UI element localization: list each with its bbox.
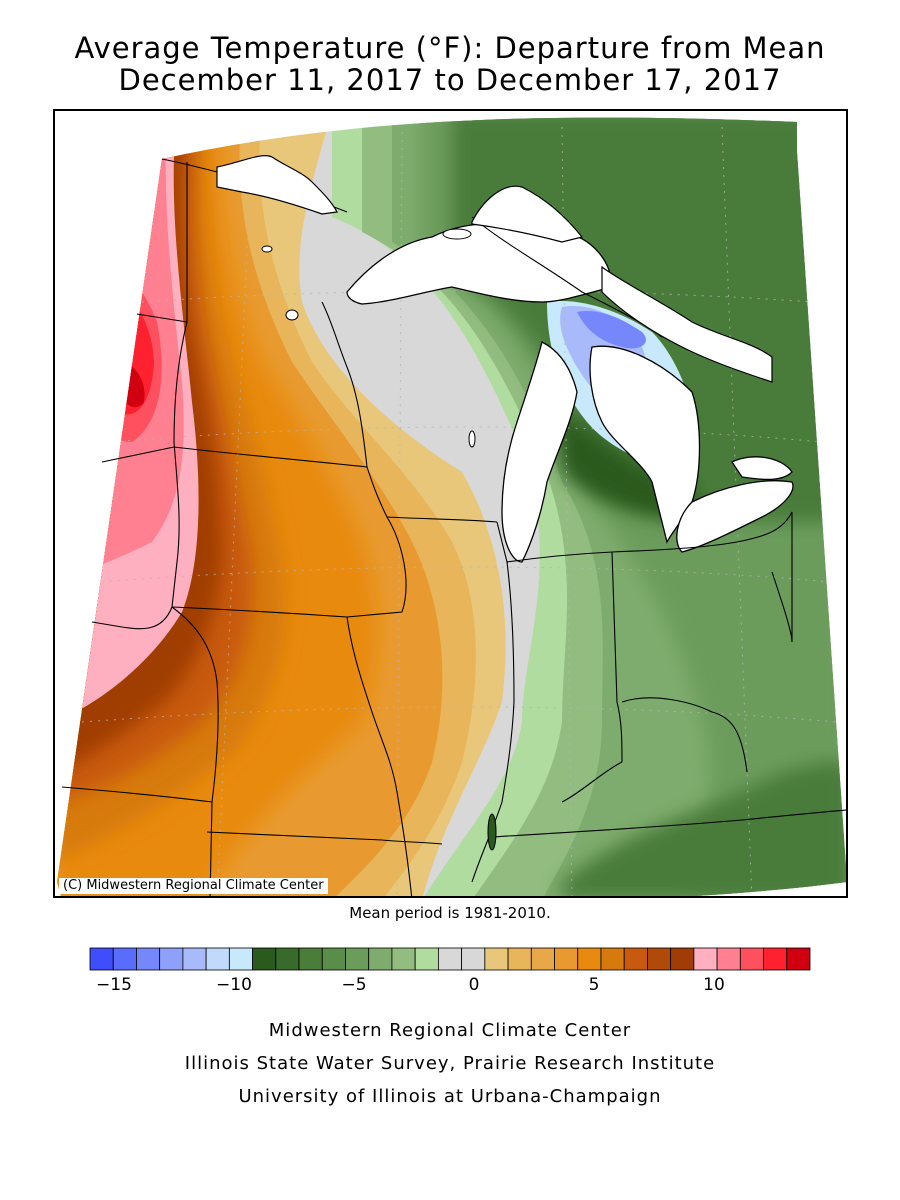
legend-tick-label: 5 [589, 975, 600, 995]
legend-swatch [530, 947, 555, 971]
legend-tick-label: −15 [96, 975, 132, 995]
legend-swatch [739, 947, 764, 971]
footer-university: University of Illinois at Urbana-Champai… [238, 1086, 662, 1107]
legend-swatch [112, 947, 137, 971]
map-date-range: December 11, 2017 to December 17, 2017 [118, 63, 782, 97]
islands [261, 228, 497, 851]
legend-swatch [298, 947, 323, 971]
legend-swatch [228, 947, 253, 971]
legend-swatch [437, 947, 463, 971]
legend-swatch [391, 947, 416, 971]
legend-swatch [89, 947, 114, 971]
legend-swatch [647, 947, 672, 971]
legend-swatch [345, 947, 370, 971]
legend-swatch [577, 947, 602, 971]
canada-shoreline [216, 155, 773, 383]
legend-swatch [368, 947, 393, 971]
legend-tick-label: 0 [469, 975, 480, 995]
legend-swatch [670, 947, 695, 971]
legend-swatch [136, 947, 161, 971]
great-lakes [346, 222, 794, 563]
temperature-departure-map [57, 117, 846, 896]
legend-tick-label: −5 [341, 975, 366, 995]
legend-swatch [786, 947, 811, 971]
legend-tick-label: 10 [703, 975, 725, 995]
legend-swatch [600, 947, 625, 971]
state-boundaries [61, 158, 846, 896]
legend-swatch [252, 947, 277, 971]
legend-swatch [205, 947, 230, 971]
legend-swatch [763, 947, 788, 971]
legend-swatch [159, 947, 184, 971]
legend-swatch [484, 947, 509, 971]
color-legend: −15 −10 −5 0 5 10 [89, 947, 811, 995]
legend-swatch [461, 947, 486, 971]
legend-swatch [693, 947, 718, 971]
legend-swatch [507, 947, 532, 971]
legend-swatch [623, 947, 648, 971]
footer-survey: Illinois State Water Survey, Prairie Res… [184, 1053, 716, 1074]
map-frame: (C) Midwestern Regional Climate Center [53, 109, 848, 898]
legend-swatch [321, 947, 346, 971]
legend-tick-label: −10 [216, 975, 252, 995]
copyright-label: (C) Midwestern Regional Climate Center [59, 878, 328, 894]
footer-org: Midwestern Regional Climate Center [268, 1020, 632, 1041]
legend-swatch [275, 947, 300, 971]
legend-swatch [182, 947, 207, 971]
legend-swatch [716, 947, 741, 971]
legend-swatch [554, 947, 579, 971]
legend-swatch [414, 947, 439, 971]
map-title: Average Temperature (°F): Departure from… [74, 31, 826, 65]
mean-period-note: Mean period is 1981-2010. [349, 904, 551, 922]
